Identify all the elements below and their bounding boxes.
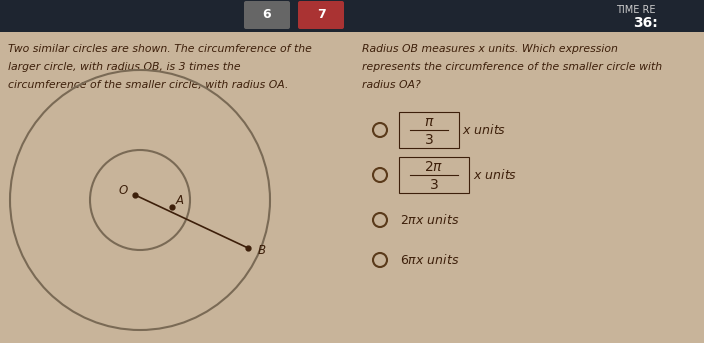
Text: $x$ units: $x$ units — [473, 168, 517, 182]
Text: B: B — [258, 244, 266, 257]
Text: 3: 3 — [425, 133, 434, 147]
Text: O: O — [118, 185, 127, 198]
Text: Two similar circles are shown. The circumference of the: Two similar circles are shown. The circu… — [8, 44, 312, 54]
Text: $2\pi$: $2\pi$ — [425, 160, 444, 174]
Text: Radius OB measures x units. Which expression: Radius OB measures x units. Which expres… — [362, 44, 618, 54]
Text: $x$ units: $x$ units — [462, 123, 506, 137]
Text: TIME RE: TIME RE — [616, 5, 655, 15]
Bar — [0, 0, 704, 32]
Text: larger circle, with radius OB, is 3 times the: larger circle, with radius OB, is 3 time… — [8, 62, 241, 72]
Text: $6\pi x$ units: $6\pi x$ units — [400, 253, 459, 267]
Text: $\pi$: $\pi$ — [424, 115, 434, 129]
FancyBboxPatch shape — [244, 1, 290, 29]
Text: 3: 3 — [429, 178, 439, 192]
Text: 6: 6 — [263, 9, 271, 22]
Text: $2\pi x$ units: $2\pi x$ units — [400, 213, 459, 227]
Text: radius OA?: radius OA? — [362, 80, 421, 90]
Text: represents the circumference of the smaller circle with: represents the circumference of the smal… — [362, 62, 662, 72]
Text: 36:: 36: — [633, 16, 658, 30]
Text: A: A — [176, 194, 184, 208]
FancyBboxPatch shape — [298, 1, 344, 29]
Text: circumference of the smaller circle, with radius OA.: circumference of the smaller circle, wit… — [8, 80, 289, 90]
Text: 7: 7 — [317, 9, 325, 22]
